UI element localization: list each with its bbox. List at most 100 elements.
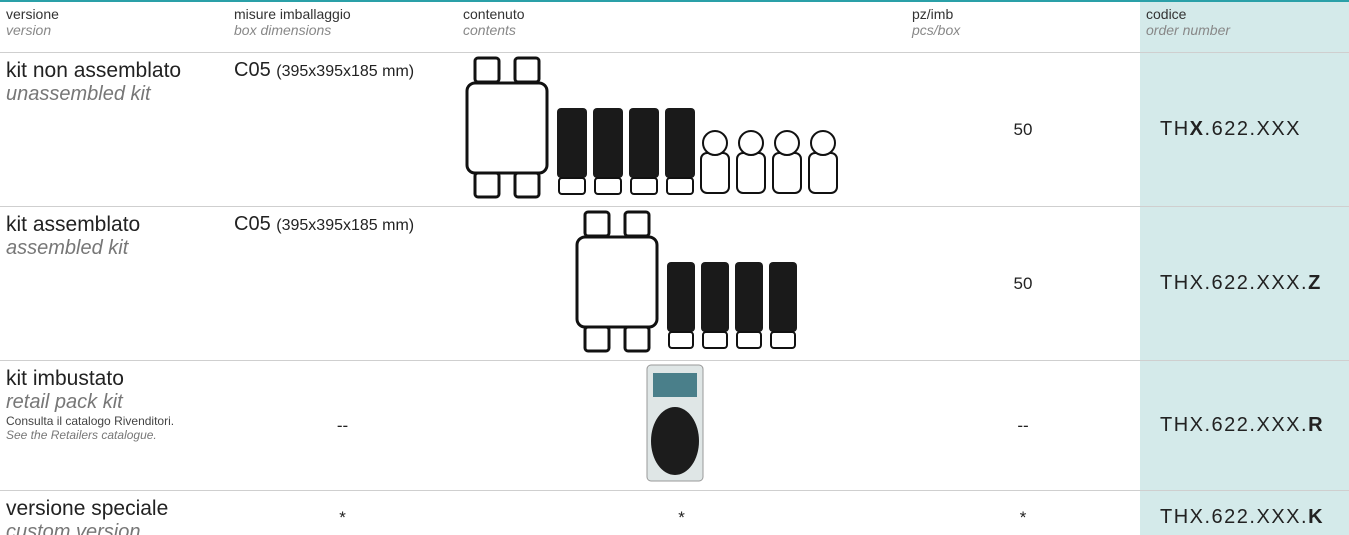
box-code: C05 <box>234 59 271 81</box>
drawing-part <box>651 407 699 475</box>
drawing-part <box>810 130 836 156</box>
drawing-part <box>738 130 764 156</box>
table-row: kit assemblato assembled kit C05 (395x395x… <box>0 206 1349 361</box>
header-en: contents <box>463 22 516 38</box>
header-it: pz/imb <box>912 6 954 22</box>
drawing-part <box>513 56 541 84</box>
header-en: version <box>6 22 52 38</box>
contents-cell <box>457 206 906 361</box>
drawing-part <box>665 108 695 178</box>
drawing-part <box>666 177 694 195</box>
product-drawing <box>575 210 797 353</box>
header-en: pcs/box <box>912 22 961 38</box>
version-it: versione speciale <box>6 497 169 520</box>
drawing-part <box>736 152 766 194</box>
pcs-cell: 50 <box>906 52 1140 207</box>
drawing-part <box>583 325 611 353</box>
drawing-part <box>593 108 623 178</box>
drawing-part <box>774 130 800 156</box>
drawing-part <box>558 177 586 195</box>
code-bold: X <box>1189 118 1205 140</box>
header-cell: contenuto contents <box>457 2 906 53</box>
drawing-part <box>769 262 797 332</box>
code-text: THX.622.XXX. <box>1160 414 1309 436</box>
header-it: codice <box>1146 6 1187 22</box>
drawing-part <box>557 108 587 178</box>
drawing-part <box>668 331 694 349</box>
code-text: TH <box>1160 118 1190 140</box>
code-text: .622.XXX <box>1204 118 1302 140</box>
bag-photo <box>646 364 704 482</box>
version-cell: kit non assemblato unassembled kit <box>0 52 228 207</box>
drawing-part <box>465 81 549 175</box>
drawing-part <box>594 177 622 195</box>
drawing-part <box>770 331 796 349</box>
contents-cell <box>457 52 906 207</box>
table-row: versione speciale custom version * * * THX.62… <box>0 490 1349 535</box>
version-note: Consulta il catalogo Rivenditori. See the… <box>6 414 222 442</box>
drawing-part <box>772 152 802 194</box>
version-en: unassembled kit <box>6 83 151 105</box>
code-text: THX.622.XXX. <box>1160 506 1309 528</box>
drawing-part <box>735 262 763 332</box>
code-cell: THX.622.XXX.R <box>1140 360 1349 491</box>
version-en: custom version <box>6 521 141 535</box>
header-row: versione version misure imballaggio box dim… <box>0 2 1349 53</box>
header-en: box dimensions <box>234 22 332 38</box>
version-it: kit non assemblato <box>6 59 182 82</box>
drawing-part <box>629 108 659 178</box>
contents-cell <box>457 360 906 491</box>
header-en: order number <box>1146 22 1231 38</box>
code-bold: Z <box>1308 272 1322 294</box>
pcs-cell: 50 <box>906 206 1140 361</box>
header-cell: pz/imb pcs/box <box>906 2 1140 53</box>
table-row: kit non assemblato unassembled kit C05 (39… <box>0 52 1349 207</box>
drawing-part <box>701 262 729 332</box>
drawing-part <box>575 235 659 329</box>
drawing-part <box>473 56 501 84</box>
version-en: retail pack kit <box>6 391 123 413</box>
drawing-part <box>473 171 501 199</box>
box-cell: -- <box>228 360 457 491</box>
drawing-part <box>630 177 658 195</box>
box-cell: C05 (395x395x185 mm) <box>228 52 457 207</box>
code-cell: THX.622.XXX.K <box>1140 490 1349 535</box>
box-cell: * <box>228 490 457 535</box>
box-cell: C05 (395x395x185 mm) <box>228 206 457 361</box>
version-it: kit assemblato <box>6 213 141 236</box>
code-cell: THX.622.XXX.Z <box>1140 206 1349 361</box>
version-cell: kit assemblato assembled kit <box>0 206 228 361</box>
note-it: Consulta il catalogo Rivenditori. <box>6 414 175 428</box>
drawing-part <box>736 331 762 349</box>
code-bold: K <box>1308 506 1325 528</box>
drawing-part <box>583 210 611 238</box>
version-cell: kit imbustato retail pack kit Consulta il … <box>0 360 228 491</box>
code-bold: R <box>1308 414 1325 436</box>
box-size: (395x395x185 mm) <box>276 217 415 234</box>
drawing-part <box>623 325 651 353</box>
drawing-part <box>700 152 730 194</box>
version-it: kit imbustato <box>6 367 124 390</box>
drawing-part <box>653 373 697 397</box>
header-cell: codice order number <box>1140 2 1349 53</box>
drawing-part <box>702 130 728 156</box>
drawing-part <box>702 331 728 349</box>
drawing-part <box>623 210 651 238</box>
code-cell: THX.622.XXX <box>1140 52 1349 207</box>
pcs-cell: -- <box>906 360 1140 491</box>
header-it: contenuto <box>463 6 525 22</box>
drawing-part <box>808 152 838 194</box>
version-en: assembled kit <box>6 237 129 259</box>
box-code: C05 <box>234 213 271 235</box>
header-cell: misure imballaggio box dimensions <box>228 2 457 53</box>
header-it: misure imballaggio <box>234 6 351 22</box>
table-row: kit imbustato retail pack kit Consulta il … <box>0 360 1349 491</box>
pcs-cell: * <box>906 490 1140 535</box>
header-cell: versione version <box>0 2 228 53</box>
drawing-part <box>513 171 541 199</box>
box-size: (395x395x185 mm) <box>276 63 415 80</box>
version-cell: versione speciale custom version <box>0 490 228 535</box>
product-drawing <box>465 56 838 199</box>
